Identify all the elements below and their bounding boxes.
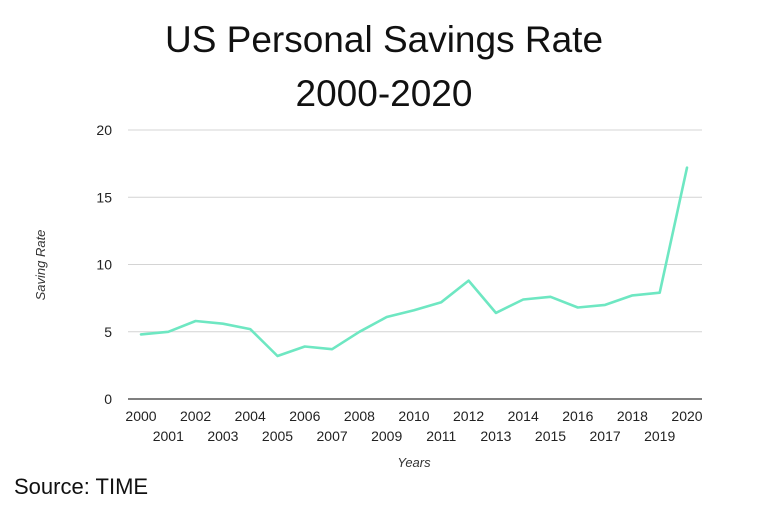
y-axis-label: Saving Rate (33, 230, 48, 301)
x-tick-label: 2001 (153, 428, 184, 444)
y-tick-label: 20 (96, 122, 112, 138)
x-tick-label: 2004 (235, 408, 266, 424)
x-tick-label: 2012 (453, 408, 484, 424)
x-tick-label: 2017 (590, 428, 621, 444)
series-line (139, 166, 689, 358)
source-caption: Source: TIME (14, 474, 149, 499)
chart-title-line-1: US Personal Savings Rate (164, 19, 604, 60)
y-tick-label: 5 (104, 324, 112, 340)
chart-title-line-2: 2000-2020 (295, 73, 473, 114)
x-tick-label: 2016 (562, 408, 593, 424)
line-chart: 0 5 10 15 20 2000 2001 2002 2003 2004 2005 2006 2007… (33, 122, 703, 470)
x-tick-label: 2002 (180, 408, 211, 424)
x-tick-label: 2005 (262, 428, 293, 444)
x-tick-label: 2018 (617, 408, 648, 424)
x-tick-label: 2010 (398, 408, 429, 424)
x-tick-label: 2006 (289, 408, 320, 424)
x-tick-label: 2015 (535, 428, 566, 444)
x-tick-label: 2007 (317, 428, 348, 444)
y-tick-label: 10 (96, 257, 112, 273)
x-tick-label: 2003 (207, 428, 238, 444)
x-tick-label: 2020 (671, 408, 702, 424)
x-tick-label: 2013 (480, 428, 511, 444)
x-tick-label: 2008 (344, 408, 375, 424)
x-tick-label: 2014 (508, 408, 539, 424)
x-tick-label: 2019 (644, 428, 675, 444)
x-tick-label: 2000 (125, 408, 156, 424)
y-tick-label: 15 (96, 189, 112, 205)
x-tick-label: 2009 (371, 428, 402, 444)
x-axis-label: Years (397, 455, 431, 470)
x-tick-label: 2011 (426, 428, 456, 444)
y-tick-label: 0 (104, 391, 112, 407)
